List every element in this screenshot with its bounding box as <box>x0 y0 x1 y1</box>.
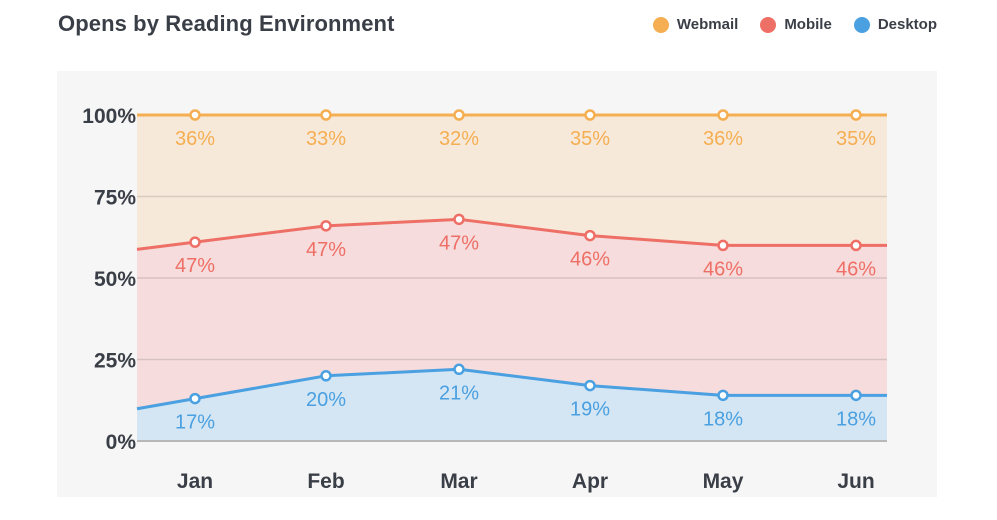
point-mobile <box>453 213 465 226</box>
y-tick-label: 75% <box>94 187 136 210</box>
legend: Webmail Mobile Desktop <box>652 16 937 33</box>
x-tick-label: May <box>703 470 744 493</box>
point-webmail <box>453 109 465 121</box>
data-label-webmail: 36% <box>703 128 743 150</box>
data-label-mobile: 47% <box>175 255 215 277</box>
point-desktop <box>189 392 201 405</box>
legend-label-desktop: Desktop <box>877 16 937 33</box>
y-tick-label: 0% <box>106 431 137 454</box>
legend-dot-webmail <box>652 16 669 33</box>
point-desktop <box>850 389 862 402</box>
point-mobile <box>850 239 862 252</box>
point-desktop <box>453 363 465 376</box>
x-tick-label: Feb <box>307 470 344 493</box>
point-desktop <box>320 370 332 382</box>
point-desktop <box>584 379 596 392</box>
point-mobile <box>320 220 332 232</box>
data-label-mobile: 47% <box>306 239 346 261</box>
legend-item-webmail[interactable]: Webmail <box>652 16 739 33</box>
y-tick-label: 50% <box>94 268 136 291</box>
point-mobile <box>584 229 596 242</box>
legend-item-mobile[interactable]: Mobile <box>760 16 832 33</box>
data-label-desktop: 18% <box>836 408 876 430</box>
data-label-desktop: 18% <box>703 408 743 430</box>
data-label-mobile: 47% <box>439 232 479 254</box>
x-tick-label: Jun <box>837 470 874 493</box>
y-tick-label: 100% <box>82 105 136 128</box>
data-label-desktop: 17% <box>175 412 215 434</box>
point-webmail <box>189 109 201 121</box>
point-webmail <box>850 109 862 121</box>
x-tick-label: Apr <box>572 470 608 493</box>
point-webmail <box>717 109 729 121</box>
legend-item-desktop[interactable]: Desktop <box>853 16 937 33</box>
line-desktop <box>136 367 887 411</box>
data-label-desktop: 19% <box>570 399 610 421</box>
y-tick-label: 25% <box>94 350 136 373</box>
legend-label-mobile: Mobile <box>784 16 832 33</box>
data-label-webmail: 35% <box>570 128 610 150</box>
point-mobile <box>189 236 201 248</box>
data-label-desktop: 20% <box>306 389 346 411</box>
area-desktop <box>137 369 887 441</box>
data-label-desktop: 21% <box>439 382 479 404</box>
line-mobile <box>136 217 887 251</box>
data-label-mobile: 46% <box>703 258 743 280</box>
legend-dot-desktop <box>853 16 870 33</box>
data-label-mobile: 46% <box>836 258 876 280</box>
chart-title: Opens by Reading Environment <box>58 11 395 36</box>
point-webmail <box>320 109 332 121</box>
data-label-webmail: 32% <box>439 128 479 150</box>
area-mobile <box>137 219 887 409</box>
point-webmail <box>584 109 596 121</box>
data-label-mobile: 46% <box>570 249 610 271</box>
area-webmail <box>137 115 887 250</box>
data-label-webmail: 33% <box>306 128 346 150</box>
legend-label-webmail: Webmail <box>676 16 739 33</box>
data-label-webmail: 36% <box>175 128 215 150</box>
point-desktop <box>717 389 729 402</box>
point-mobile <box>717 239 729 252</box>
data-label-webmail: 35% <box>836 128 876 150</box>
x-tick-label: Mar <box>440 470 477 493</box>
x-tick-label: Jan <box>177 470 213 493</box>
legend-dot-mobile <box>760 16 777 33</box>
